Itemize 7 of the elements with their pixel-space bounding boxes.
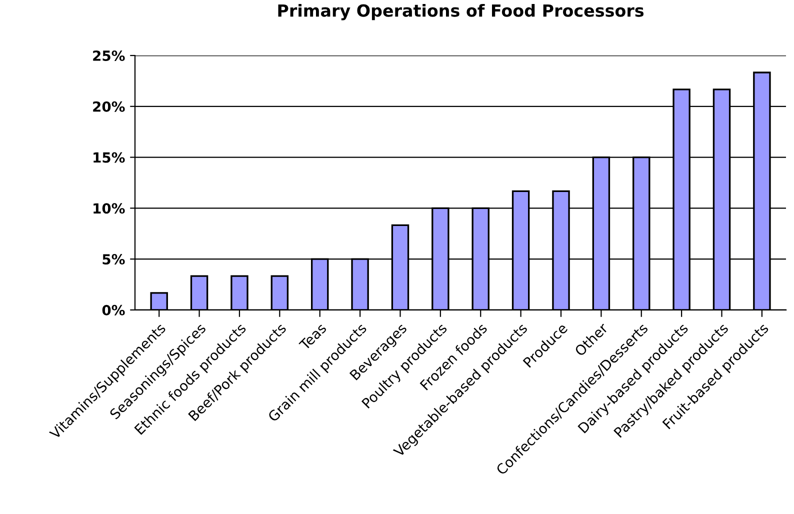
y-tick-label: 20% [93,101,125,112]
y-tick-label: 0% [102,304,125,316]
y-tick-label: 5% [102,254,125,265]
y-tick-label: 25% [93,50,125,61]
y-tick-label: 10% [94,203,125,214]
y-tick-label: 15% [94,152,125,163]
chart-title: Primary Operations of Food Processors [278,4,644,20]
